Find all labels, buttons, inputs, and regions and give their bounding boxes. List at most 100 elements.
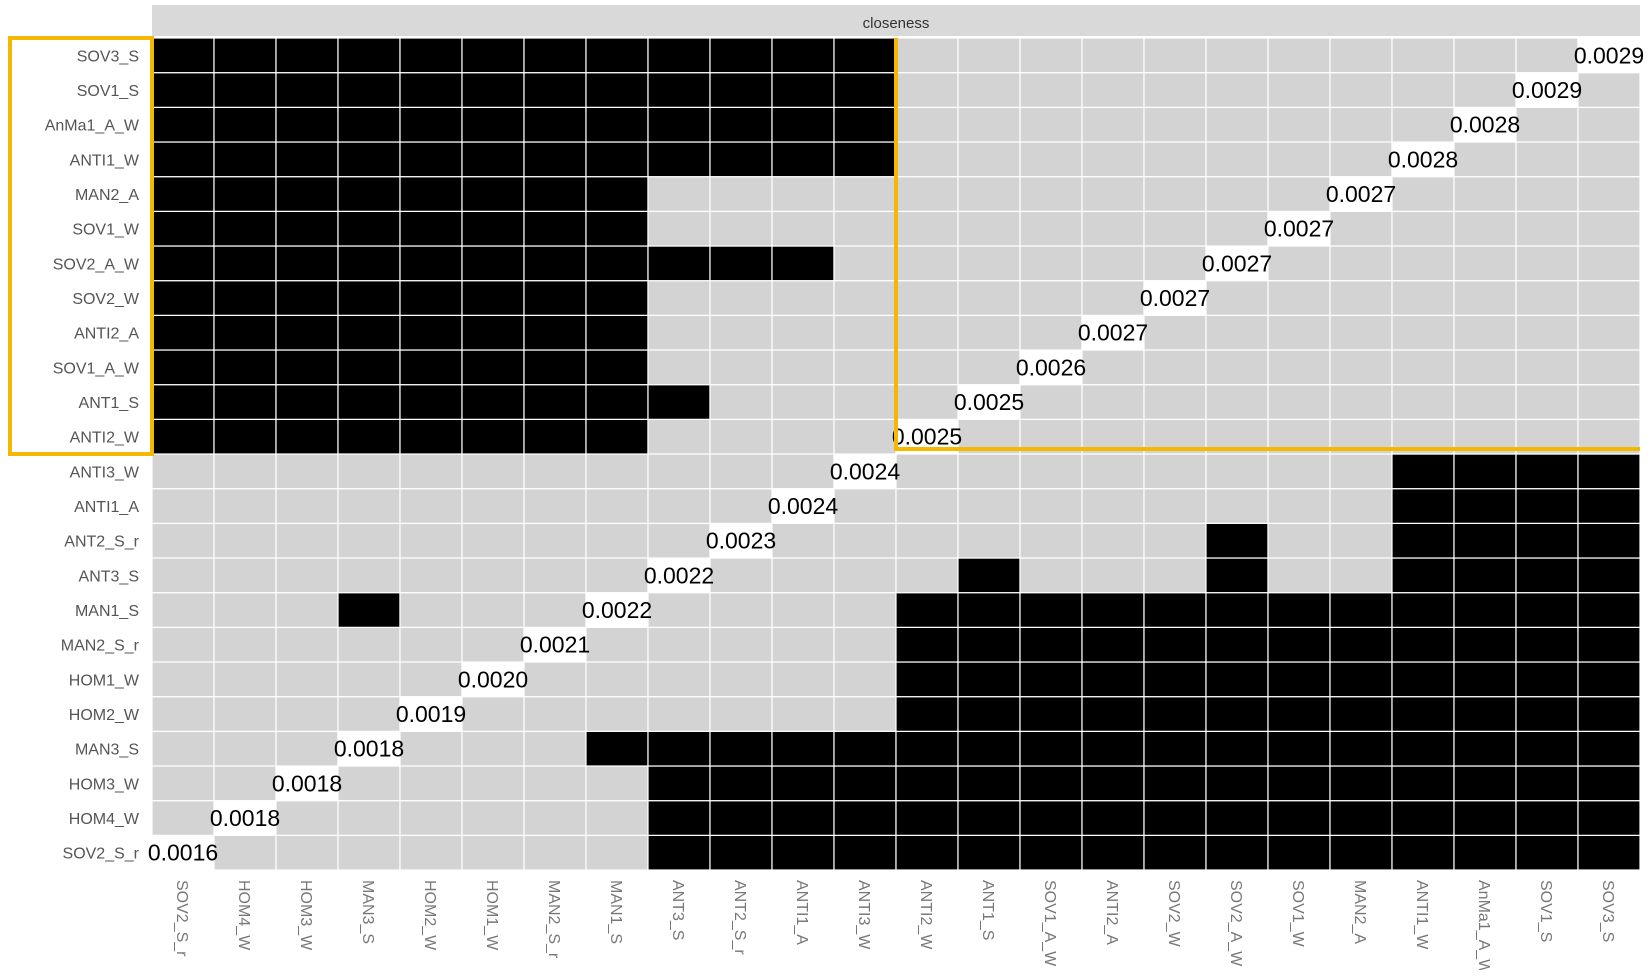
- heatmap-cell: [337, 696, 401, 732]
- diagonal-value-label: 0.0018: [272, 770, 342, 796]
- heatmap-cell: [1329, 245, 1393, 282]
- heatmap-cell: [895, 765, 959, 802]
- heatmap-cell: [523, 349, 587, 386]
- heatmap-cell: [1143, 626, 1207, 663]
- diagonal-cell-background: [400, 696, 462, 732]
- heatmap-cell: [1391, 834, 1455, 871]
- heatmap-cell: [1329, 72, 1393, 108]
- heatmap-cell: [1019, 141, 1083, 178]
- heatmap-cell: [1453, 522, 1517, 559]
- heatmap-cell: [957, 210, 1021, 247]
- diagonal-cell-background: [1454, 107, 1516, 142]
- y-tick-label: HOM1_W: [69, 672, 140, 689]
- highlight-outline: [8, 36, 1640, 456]
- heatmap-cell: [771, 453, 835, 490]
- diagonal-value-label: 0.0029: [1512, 77, 1582, 103]
- heatmap-cell: [1019, 765, 1083, 802]
- heatmap-cell: [1267, 141, 1331, 178]
- heatmap-cell: [1329, 730, 1393, 767]
- heatmap-cell: [399, 72, 463, 108]
- heatmap-cell: [1267, 349, 1331, 386]
- heatmap-cell: [1267, 626, 1331, 663]
- heatmap-cell: [399, 765, 463, 802]
- heatmap-cell: [1453, 765, 1517, 802]
- heatmap-cell: [585, 696, 649, 732]
- heatmap-cell: [399, 349, 463, 386]
- x-tick-label: SOV1_W: [1289, 880, 1306, 948]
- heatmap-cell: [1329, 696, 1393, 732]
- heatmap-cell: [461, 488, 525, 524]
- heatmap-cell: [1143, 522, 1207, 559]
- heatmap-cell: [1453, 834, 1517, 871]
- x-tick-label: SOV1_S: [1537, 880, 1554, 942]
- heatmap-cell: [1577, 522, 1641, 559]
- heatmap-cell: [771, 72, 835, 108]
- heatmap-cell: [523, 314, 587, 351]
- diagonal-value-label: 0.0019: [396, 701, 466, 727]
- heatmap-cell: [1267, 314, 1331, 351]
- heatmap-cell: [1515, 626, 1579, 663]
- diagonal-cell-background: [958, 384, 1020, 420]
- heatmap-cell: [647, 592, 711, 628]
- heatmap-cell: [1453, 314, 1517, 351]
- heatmap-cell: [1205, 557, 1269, 594]
- heatmap-cell: [1267, 384, 1331, 420]
- heatmap-cell: [1205, 72, 1269, 108]
- heatmap-cell: [957, 626, 1021, 663]
- x-tick-label: SOV1_A_W: [1041, 880, 1058, 967]
- heatmap-cell: [1143, 800, 1207, 836]
- heatmap-cell: [337, 453, 401, 490]
- heatmap-cell: [1391, 314, 1455, 351]
- heatmap-cell: [1391, 592, 1455, 628]
- heatmap-cell: [833, 141, 897, 178]
- heatmap-cell: [1143, 765, 1207, 802]
- heatmap-cell: [151, 384, 215, 420]
- heatmap-cell: [957, 661, 1021, 698]
- heatmap-cell: [709, 557, 773, 594]
- heatmap-cell: [833, 349, 897, 386]
- heatmap-cell: [1267, 522, 1331, 559]
- heatmap-cell: [213, 557, 277, 594]
- heatmap-cell: [1329, 37, 1393, 74]
- heatmap-cell: [585, 106, 649, 143]
- heatmap-cell: [1329, 800, 1393, 836]
- heatmap-cell: [399, 661, 463, 698]
- heatmap-cell: [1205, 696, 1269, 732]
- heatmap-cell: [647, 245, 711, 282]
- heatmap-cell: [1391, 280, 1455, 316]
- heatmap-cell: [151, 453, 215, 490]
- heatmap-cell: [1453, 37, 1517, 74]
- heatmap-cell: [1453, 696, 1517, 732]
- heatmap-cell: [1081, 592, 1145, 628]
- x-tick-label: ANTI1_A: [793, 880, 810, 945]
- heatmap-cell: [709, 37, 773, 74]
- y-tick-label: ANTI1_A: [74, 499, 139, 516]
- heatmap-cell: [213, 72, 277, 108]
- heatmap-cell: [957, 453, 1021, 490]
- heatmap-cell: [275, 592, 339, 628]
- diagonal-value-label: 0.0026: [1016, 354, 1086, 380]
- heatmap-cell: [1515, 592, 1579, 628]
- diagonal-value-label: 0.0027: [1264, 216, 1334, 242]
- x-tick-label: ANT3_S: [669, 880, 686, 940]
- heatmap-cell: [1391, 210, 1455, 247]
- heatmap-cell: [709, 453, 773, 490]
- heatmap-cell: [1515, 488, 1579, 524]
- heatmap-cell: [957, 314, 1021, 351]
- diagonal-value-label: 0.0028: [1450, 112, 1520, 138]
- heatmap-cell: [1205, 314, 1269, 351]
- heatmap-cell: [1515, 661, 1579, 698]
- heatmap-cell: [213, 453, 277, 490]
- heatmap-cell: [1329, 592, 1393, 628]
- heatmap-cell: [1019, 384, 1083, 420]
- diagonal-cell-background: [276, 766, 338, 801]
- heatmap-cell: [957, 280, 1021, 316]
- heatmap-cell: [833, 314, 897, 351]
- heatmap-cell: [1019, 661, 1083, 698]
- heatmap-cell: [1329, 349, 1393, 386]
- heatmap-cell: [1515, 800, 1579, 836]
- heatmap-cell: [1081, 106, 1145, 143]
- heatmap-cell: [709, 280, 773, 316]
- heatmap-cell: [1205, 626, 1269, 663]
- diagonal-cell-background: [1206, 246, 1268, 281]
